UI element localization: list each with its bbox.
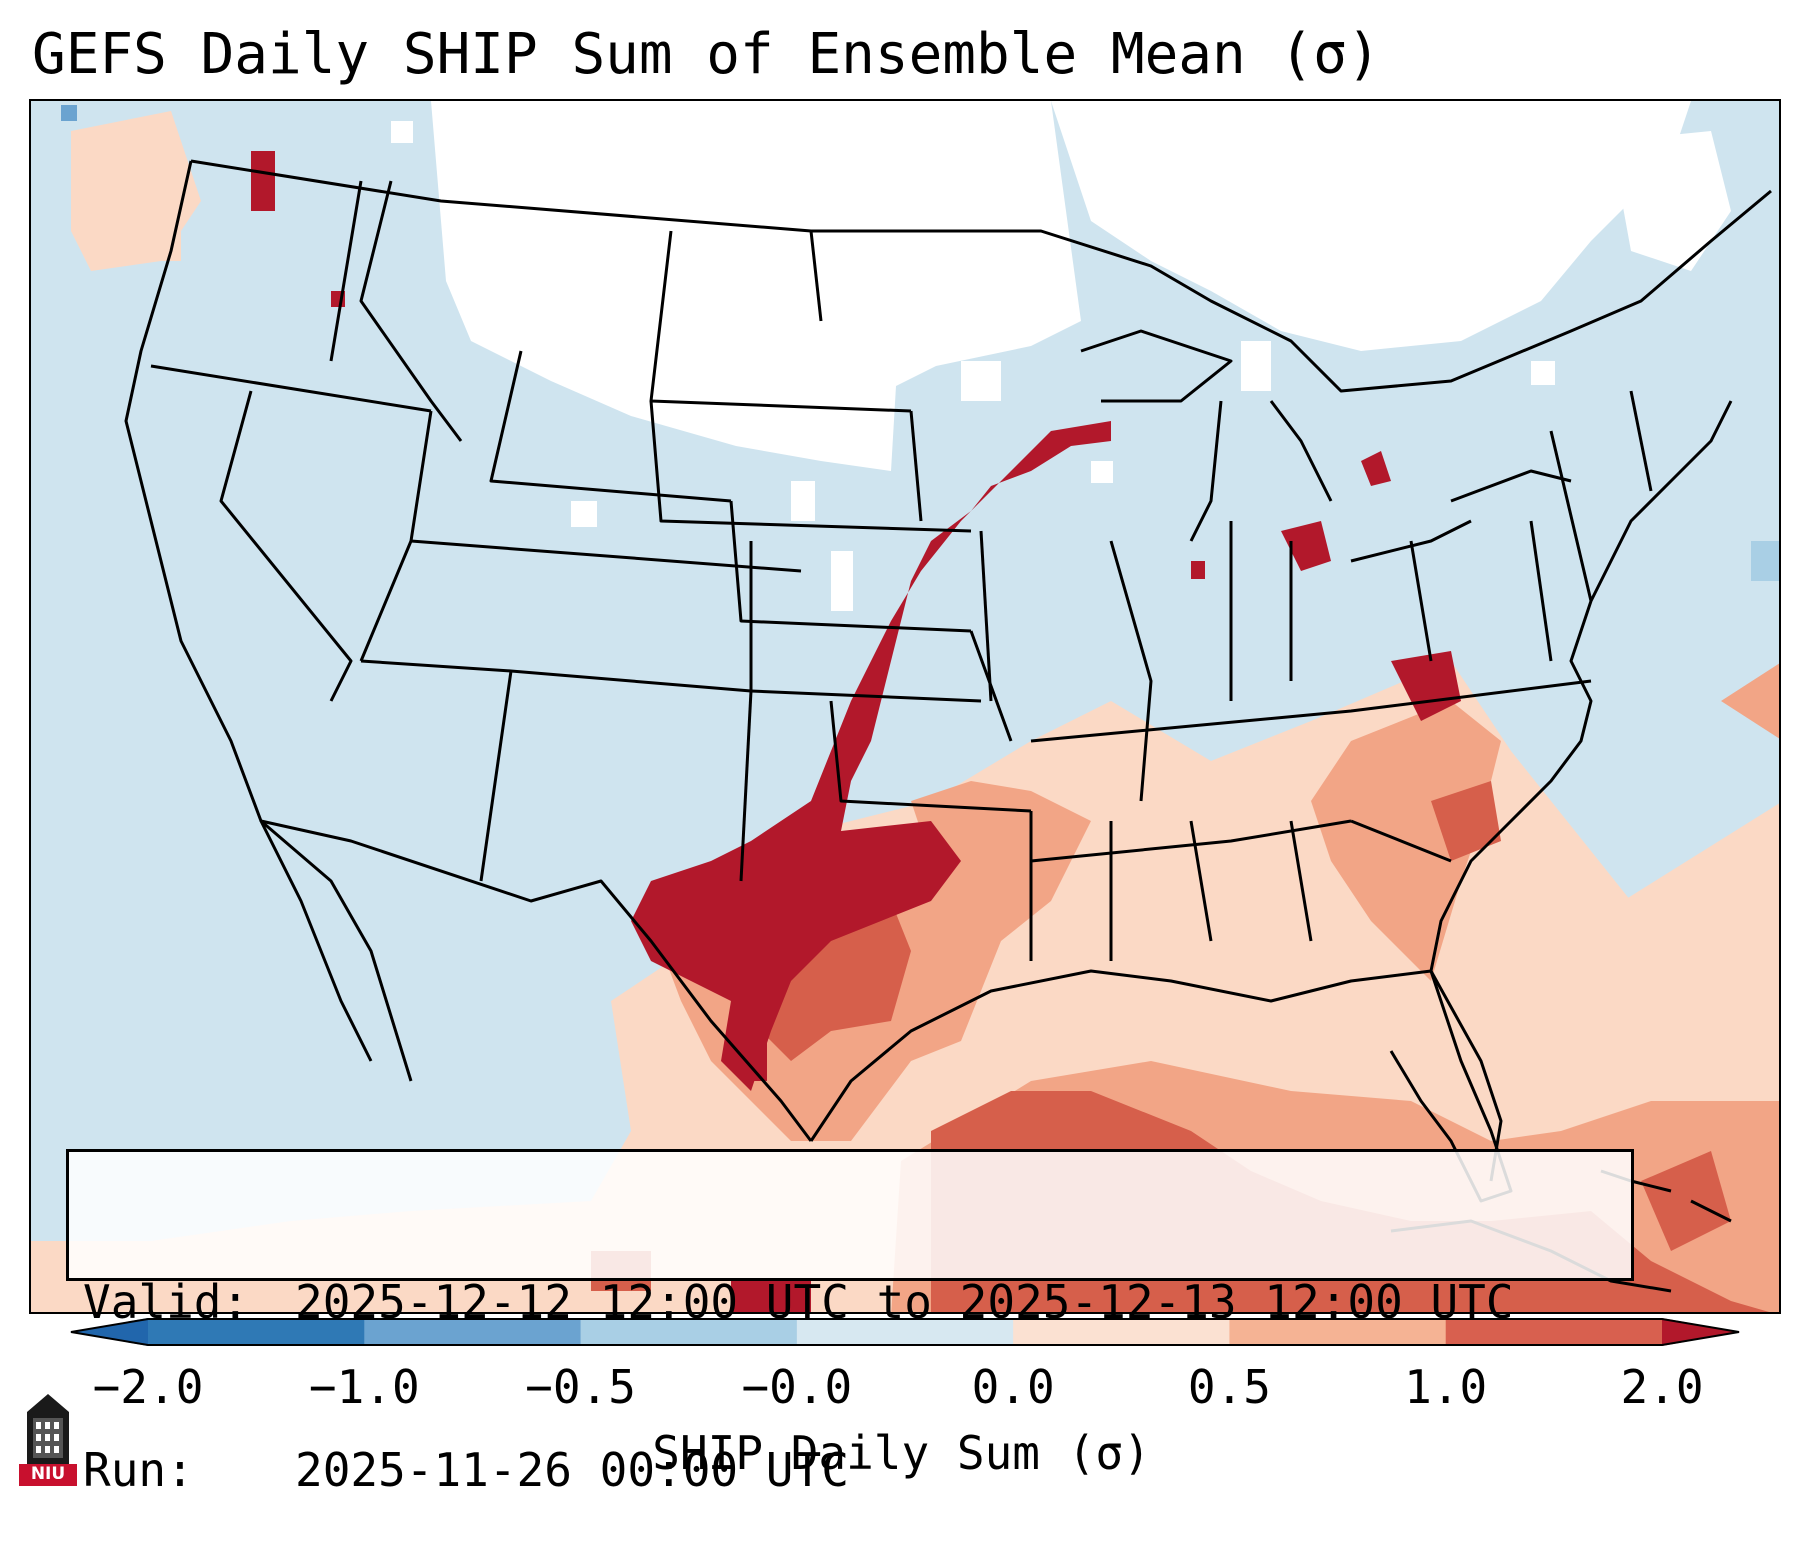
colorbar-segment: [1229, 1318, 1447, 1346]
blue-patch-nw: [61, 105, 77, 121]
blue-patch: [1751, 541, 1779, 581]
colorbar-segment: [1445, 1318, 1663, 1346]
run-line: Run: 2025-11-26 00:00 UTC: [83, 1442, 1631, 1498]
white-no-signal-areas: [391, 101, 1731, 939]
colorbar-tick-label: 1.0: [1404, 1360, 1488, 1414]
colorbar-tick-label: −0.0: [741, 1360, 853, 1414]
colorbar-tick-label: 0.0: [971, 1360, 1055, 1414]
run-value: 2025-11-26 00:00 UTC: [295, 1443, 849, 1497]
colorbar-tick-label: −2.0: [92, 1360, 204, 1414]
colorbar-tick-label: −0.5: [525, 1360, 636, 1414]
colorbar-outline: [70, 1318, 1740, 1346]
colorbar-extend-high: [1662, 1318, 1740, 1346]
niu-logo-text: NIU: [30, 1464, 66, 1484]
colorbar-label: SHIP Daily Sum (σ): [652, 1426, 1151, 1480]
map-title: GEFS Daily SHIP Sum of Ensemble Mean (σ): [32, 22, 1381, 87]
colorbar-segment: [796, 1318, 1014, 1346]
colorbar-tick-label: 0.5: [1187, 1360, 1271, 1414]
political-boundaries: [124, 159, 1772, 1293]
valid-run-info-box: Valid: 2025-12-12 12:00 UTC to 2025-12-13…: [66, 1149, 1634, 1497]
colorbar-tick-label: −1.0: [308, 1360, 420, 1414]
ship-anomaly-map: [31, 101, 1779, 1312]
niu-tower-icon: [19, 1394, 77, 1486]
colorbar-segment: [1013, 1318, 1230, 1346]
map-panel: [29, 99, 1781, 1314]
colorbar-ticks: −2.0 −1.0 −0.5 −0.0 0.0 0.5 1.0 2.0: [0, 1360, 1803, 1420]
colorbar-segment: [148, 1318, 365, 1346]
colorbar-segment: [364, 1318, 582, 1346]
niu-logo: NIU: [19, 1392, 77, 1486]
colorbar-extend-low: [70, 1318, 148, 1346]
run-label: Run:: [83, 1443, 194, 1497]
colorbar-tick-label: 2.0: [1620, 1360, 1704, 1414]
colorbar-segment: [580, 1318, 798, 1346]
colorbar: [70, 1318, 1740, 1346]
